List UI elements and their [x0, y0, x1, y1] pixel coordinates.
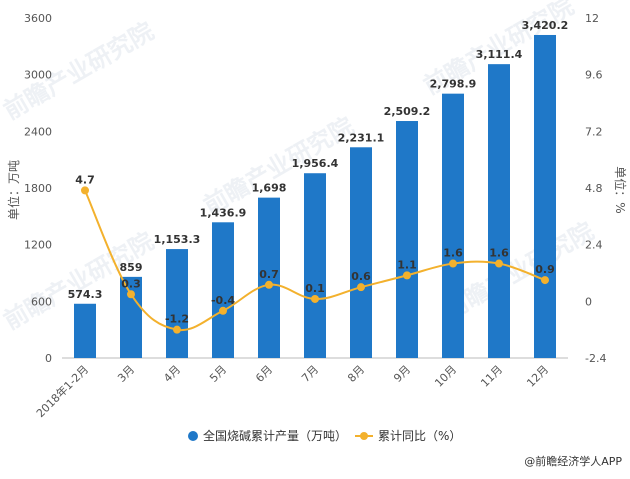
line-point	[449, 259, 457, 268]
right-axis-tick: 0	[585, 295, 592, 308]
bar-value-label: 1,153.3	[154, 233, 201, 246]
line-point	[357, 283, 365, 292]
legend-bar-label: 全国烧碱累计产量（万吨）	[203, 428, 347, 443]
line-value-label: -0.4	[211, 294, 235, 307]
line-value-label: 4.7	[75, 173, 95, 186]
bar	[488, 64, 510, 358]
right-axis-tick: -2.4	[585, 352, 606, 365]
bar	[534, 34, 556, 358]
x-axis-label: 9月	[391, 363, 413, 385]
left-axis-tick: 0	[45, 352, 52, 365]
line-point	[219, 306, 227, 315]
right-axis-tick: 12	[585, 12, 599, 25]
bar-series	[74, 34, 556, 359]
line-value-label: 0.7	[259, 268, 279, 281]
left-axis-tick: 3600	[24, 12, 52, 25]
x-axis-label: 6月	[253, 363, 275, 385]
line-value-label: 0.6	[351, 270, 371, 283]
right-axis-title: 单位：%	[613, 166, 628, 213]
bar-value-label: 2,798.9	[430, 78, 477, 91]
bar	[350, 147, 372, 358]
line-value-label: 1.6	[443, 247, 463, 260]
line-value-label: 1.1	[397, 258, 417, 271]
line-point	[127, 290, 135, 299]
bar-value-label: 859	[120, 261, 143, 274]
x-axis-label: 10月	[432, 363, 459, 390]
line-point	[495, 259, 503, 268]
bar-value-label: 2,509.2	[384, 105, 431, 118]
bar	[396, 121, 418, 359]
bar	[304, 173, 326, 358]
line-value-label: 0.9	[535, 263, 555, 276]
line-point	[541, 276, 549, 285]
bar-value-label: 3,420.2	[522, 19, 569, 32]
left-axis-tick: 600	[31, 295, 52, 308]
line-point	[81, 186, 89, 195]
bar-value-label: 3,111.4	[476, 48, 523, 61]
bar	[212, 222, 234, 358]
left-axis-tick: 2400	[24, 125, 52, 138]
line-labels: 4.7 0.3 -1.2 -0.4 0.7 0.1 0.6 1.1 1.6 1.6 0.9	[75, 173, 555, 325]
x-axis-label: 3月	[115, 363, 137, 385]
right-axis-tick: 2.4	[585, 239, 603, 252]
line-value-label: 0.1	[305, 282, 325, 295]
x-axis-label: 12月	[524, 363, 551, 390]
left-axis-title: 单位：万吨	[6, 160, 21, 220]
bar	[442, 93, 464, 358]
right-axis-tick: 4.8	[585, 182, 603, 195]
line-series	[81, 186, 549, 334]
legend: 全国烧碱累计产量（万吨） 累计同比（%）	[188, 428, 461, 443]
bar	[166, 249, 188, 358]
bar	[74, 303, 96, 358]
right-axis-tick: 9.6	[585, 69, 603, 82]
left-axis-tick: 1800	[24, 182, 52, 195]
left-axis-tick: 1200	[24, 239, 52, 252]
x-axis-label: 5月	[207, 363, 229, 385]
x-axis-label: 8月	[345, 363, 367, 385]
x-axis-label: 4月	[161, 363, 183, 385]
legend-line-dot	[360, 432, 368, 440]
bar-value-label: 574.3	[68, 288, 103, 301]
bar-value-label: 2,231.1	[338, 131, 385, 144]
line-point	[265, 280, 273, 289]
x-axis-label: 7月	[299, 363, 321, 385]
bar-labels: 574.3 859 1,153.3 1,436.9 1,698 1,956.4 2,231.…	[68, 19, 569, 301]
left-axis-ticks: 0 600 1200 1800 2400 3000 3600	[24, 12, 52, 365]
legend-line-label: 累计同比（%）	[378, 429, 461, 443]
bar	[258, 197, 280, 358]
line-value-label: 0.3	[121, 277, 141, 290]
x-axis-labels: 2018年1-2月 3月 4月 5月 6月 7月 8月 9月 10月 11月 12月	[33, 362, 551, 420]
line-point	[173, 325, 181, 334]
x-axis-label: 2018年1-2月	[33, 362, 91, 420]
right-axis-tick: 7.2	[585, 125, 603, 138]
bar-value-label: 1,698	[252, 182, 287, 195]
bar-value-label: 1,436.9	[200, 206, 247, 219]
left-axis-tick: 3000	[24, 69, 52, 82]
line-point	[403, 271, 411, 280]
legend-bar-marker	[188, 431, 198, 441]
x-axis-label: 11月	[478, 363, 505, 390]
line-point	[311, 294, 319, 303]
line-value-label: 1.6	[489, 247, 509, 260]
bar-value-label: 1,956.4	[292, 157, 339, 170]
right-axis-ticks: -2.4 0 2.4 4.8 7.2 9.6 12	[585, 12, 606, 365]
source-credit: @前瞻经济学人APP	[524, 454, 622, 468]
bar	[120, 276, 142, 358]
line-value-label: -1.2	[165, 313, 189, 326]
